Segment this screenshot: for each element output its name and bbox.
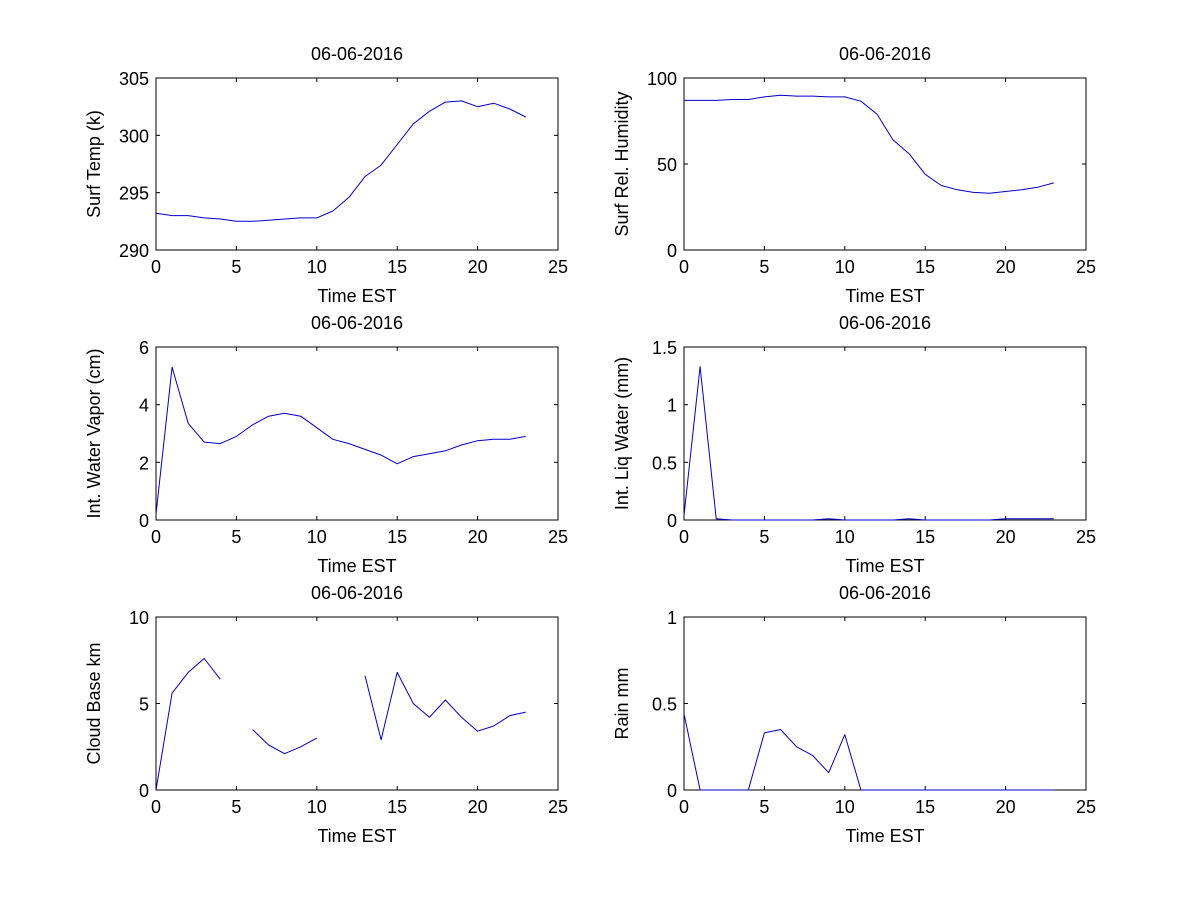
liq-water-chart: 0 5 10 15 20 25 0 0.5 1 1.5 06-06-2016 Time EST Int.… bbox=[612, 313, 1096, 576]
rain-ylabel: Rain mm bbox=[612, 667, 632, 739]
surf-temp-xtick-label: 10 bbox=[307, 257, 327, 277]
cloud-base-xtick-label: 10 bbox=[307, 797, 327, 817]
liq-water-ytick-label: 1 bbox=[667, 396, 677, 416]
surf-humidity-xtick-label: 0 bbox=[679, 257, 689, 277]
cloud-base-ytick-label: 5 bbox=[139, 695, 149, 715]
liq-water-ytick-label: 0.5 bbox=[652, 453, 677, 473]
surf-humidity-series-line bbox=[684, 94, 1054, 194]
liq-water-series-line bbox=[683, 366, 1054, 521]
water-vapor-ytick-label: 0 bbox=[139, 511, 149, 531]
surf-temp-series-line bbox=[155, 100, 527, 222]
water-vapor-xlabel: Time EST bbox=[317, 556, 396, 576]
surf-humidity-ytick-label: 0 bbox=[667, 241, 677, 261]
surf-humidity-chart: 0 5 10 15 20 25 0 50 100 06-06-2016 Time EST Surf R… bbox=[612, 44, 1096, 306]
rain-title: 06-06-2016 bbox=[839, 583, 931, 603]
water-vapor-ytick-label: 2 bbox=[139, 453, 149, 473]
surf-humidity-ylabel: Surf Rel. Humidity bbox=[612, 91, 632, 236]
rain-chart: 0 5 10 15 20 25 0 0.5 1 06-06-2016 Time EST Rain mm bbox=[612, 583, 1096, 846]
rain-ytick-label: 0 bbox=[667, 781, 677, 801]
liq-water-xlabel: Time EST bbox=[845, 556, 924, 576]
liq-water-xtick-label: 25 bbox=[1076, 527, 1096, 547]
rain-ytick-label: 1 bbox=[667, 608, 677, 628]
surf-temp-xtick-label: 15 bbox=[387, 257, 407, 277]
surf-temp-title: 06-06-2016 bbox=[311, 44, 403, 64]
water-vapor-ylabel: Int. Water Vapor (cm) bbox=[84, 348, 104, 518]
rain-xtick-label: 10 bbox=[835, 797, 855, 817]
rain-xtick-label: 5 bbox=[759, 797, 769, 817]
liq-water-xtick-label: 15 bbox=[915, 527, 935, 547]
water-vapor-xtick-label: 10 bbox=[307, 527, 327, 547]
surf-humidity-xtick-label: 5 bbox=[759, 257, 769, 277]
water-vapor-ytick-label: 4 bbox=[139, 396, 149, 416]
water-vapor-axes-box bbox=[155, 346, 559, 521]
water-vapor-xtick-label: 25 bbox=[548, 527, 568, 547]
rain-xtick-label: 15 bbox=[915, 797, 935, 817]
surf-temp-ytick-label: 295 bbox=[119, 184, 149, 204]
surf-temp-ytick-label: 290 bbox=[119, 241, 149, 261]
water-vapor-ytick-label: 6 bbox=[139, 338, 149, 358]
water-vapor-xtick-label: 20 bbox=[468, 527, 488, 547]
surf-humidity-xtick-label: 10 bbox=[835, 257, 855, 277]
cloud-base-xtick-label: 20 bbox=[468, 797, 488, 817]
surf-humidity-xtick-label: 25 bbox=[1076, 257, 1096, 277]
cloud-base-title: 06-06-2016 bbox=[311, 583, 403, 603]
surf-humidity-ytick-label: 100 bbox=[647, 69, 677, 89]
surf-humidity-xtick-label: 15 bbox=[915, 257, 935, 277]
surf-temp-ylabel: Surf Temp (k) bbox=[84, 110, 104, 218]
rain-ytick-label: 0.5 bbox=[652, 695, 677, 715]
water-vapor-xtick-label: 0 bbox=[151, 527, 161, 547]
cloud-base-ytick-label: 10 bbox=[129, 608, 149, 628]
cloud-base-chart: 0 5 10 15 20 25 0 5 10 06-06-2016 Time EST Cloud Ba… bbox=[84, 583, 568, 846]
liq-water-xtick-label: 0 bbox=[679, 527, 689, 547]
water-vapor-series-line bbox=[155, 366, 526, 515]
cloud-base-xtick-label: 15 bbox=[387, 797, 407, 817]
cloud-base-ylabel: Cloud Base km bbox=[84, 642, 104, 764]
surf-temp-chart: 0 5 10 15 20 25 290 295 300 305 06-06-2016 Time EST… bbox=[84, 44, 568, 306]
surf-temp-ytick-label: 305 bbox=[119, 69, 149, 89]
water-vapor-title: 06-06-2016 bbox=[311, 313, 403, 333]
surf-humidity-title: 06-06-2016 bbox=[839, 44, 931, 64]
liq-water-xtick-label: 10 bbox=[835, 527, 855, 547]
rain-series-line bbox=[683, 713, 1054, 791]
water-vapor-xtick-label: 15 bbox=[387, 527, 407, 547]
surf-temp-xtick-label: 0 bbox=[151, 257, 161, 277]
water-vapor-chart: 0 5 10 15 20 25 0 2 4 6 06-06-2016 Time EST Int. Wat… bbox=[84, 313, 568, 576]
cloud-base-series-line bbox=[155, 658, 526, 791]
surf-humidity-xlabel: Time EST bbox=[845, 286, 924, 306]
surf-temp-ytick-label: 300 bbox=[119, 126, 149, 146]
cloud-base-xtick-label: 0 bbox=[151, 797, 161, 817]
cloud-base-xtick-label: 25 bbox=[548, 797, 568, 817]
surf-temp-axes-box bbox=[155, 77, 559, 251]
liq-water-ytick-label: 0 bbox=[667, 511, 677, 531]
liq-water-xtick-label: 20 bbox=[996, 527, 1016, 547]
rain-xtick-label: 0 bbox=[679, 797, 689, 817]
surf-temp-xlabel: Time EST bbox=[317, 286, 396, 306]
cloud-base-xtick-label: 5 bbox=[231, 797, 241, 817]
liq-water-ylabel: Int. Liq Water (mm) bbox=[612, 357, 632, 510]
surf-temp-xtick-label: 25 bbox=[548, 257, 568, 277]
liq-water-title: 06-06-2016 bbox=[839, 313, 931, 333]
surf-humidity-ytick-label: 50 bbox=[657, 155, 677, 175]
rain-xlabel: Time EST bbox=[845, 826, 924, 846]
cloud-base-ytick-label: 0 bbox=[139, 781, 149, 801]
surf-humidity-xtick-label: 20 bbox=[996, 257, 1016, 277]
liq-water-ytick-label: 1.5 bbox=[652, 338, 677, 358]
liq-water-xtick-label: 5 bbox=[759, 527, 769, 547]
rain-xtick-label: 20 bbox=[996, 797, 1016, 817]
cloud-base-xlabel: Time EST bbox=[317, 826, 396, 846]
water-vapor-xtick-label: 5 bbox=[231, 527, 241, 547]
surf-temp-xtick-label: 5 bbox=[231, 257, 241, 277]
rain-xtick-label: 25 bbox=[1076, 797, 1096, 817]
surf-temp-xtick-label: 20 bbox=[468, 257, 488, 277]
